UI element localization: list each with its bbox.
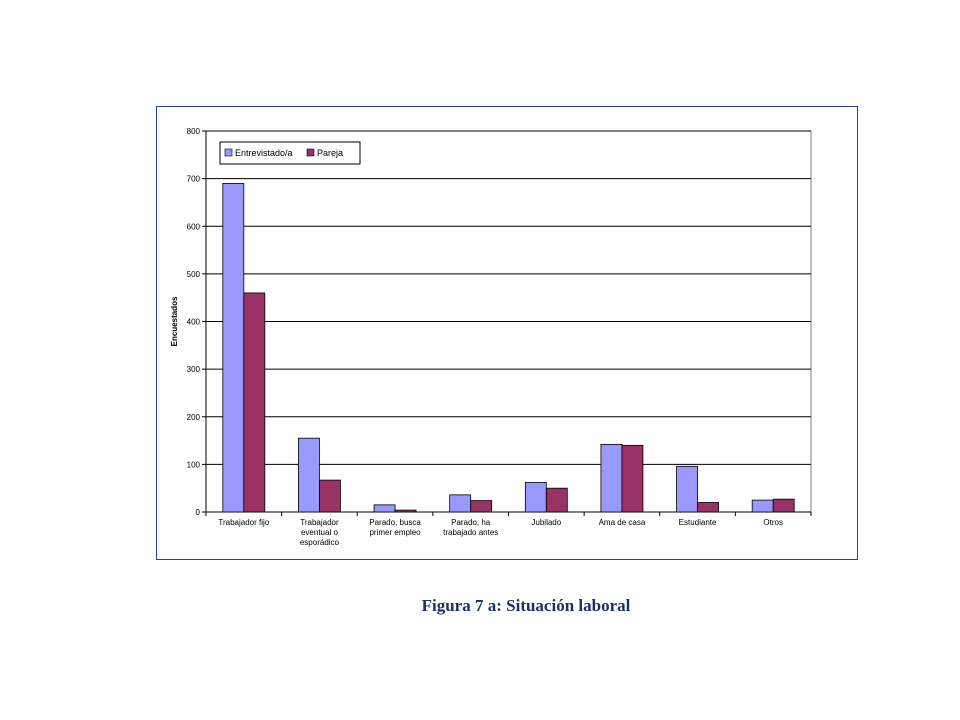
y-tick-label: 700 [187, 175, 201, 184]
x-tick-label: Ama de casa [599, 518, 646, 527]
x-tick-label: Trabajador fijo [218, 518, 269, 527]
x-tick-label: Parado, ha [451, 518, 491, 527]
x-tick-label: eventual o [301, 528, 338, 537]
legend-label: Entrevistado/a [235, 148, 293, 158]
bar-entrevistado [676, 465, 698, 513]
legend-box [219, 141, 361, 165]
x-tick-label: Estudiante [679, 518, 717, 527]
y-axis-label: Encuestados [170, 296, 179, 346]
bar-entrevistado [600, 443, 623, 513]
legend-label: Pareja [317, 148, 343, 158]
bar-entrevistado [524, 482, 547, 513]
y-tick-label: 500 [187, 270, 201, 279]
y-tick-label: 600 [187, 222, 201, 231]
y-tick-label: 400 [187, 318, 201, 327]
y-tick-label: 0 [196, 508, 201, 517]
bar-pareja [470, 500, 493, 513]
bar-chart: 0 100 200 300 400 500 600 700 800 Encuestados Trab… [170, 127, 812, 547]
bar-pareja [243, 292, 266, 513]
bar-entrevistado [751, 499, 774, 513]
y-tick-label: 300 [187, 365, 201, 374]
bar-entrevistado [222, 182, 245, 513]
y-tick-label: 100 [187, 460, 201, 469]
bar-entrevistado [373, 504, 396, 513]
x-tick-label: Otros [763, 518, 783, 527]
bar-entrevistado [449, 494, 472, 513]
legend-swatch [306, 148, 315, 157]
chart-frame: 0 100 200 300 400 500 600 700 800 Encuestados Trab… [156, 106, 858, 560]
bar-pareja [697, 502, 719, 513]
x-tick-label: trabajado antes [443, 528, 498, 537]
x-tick-label: Parado, busca [369, 518, 421, 527]
bar-pareja [621, 444, 644, 513]
x-tick-label: primer empleo [369, 528, 421, 537]
y-tick-label: 800 [187, 127, 201, 136]
bar-pareja [319, 479, 341, 513]
bar-entrevistado [298, 437, 320, 513]
y-tick-label: 200 [187, 413, 201, 422]
legend-swatch [224, 148, 233, 157]
bar-pareja [394, 509, 417, 513]
x-tick-label: esporádico [300, 538, 340, 547]
bar-pareja [545, 487, 568, 513]
figure-caption: Figura 7 a: Situación laboral [421, 596, 631, 615]
bar-pareja [772, 498, 795, 513]
x-tick-label: Trabajador [300, 518, 339, 527]
x-tick-label: Jubilado [531, 518, 561, 527]
